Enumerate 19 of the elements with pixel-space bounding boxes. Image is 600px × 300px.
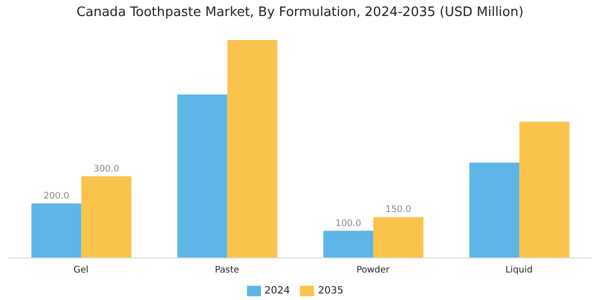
legend-label: 2024 [264, 286, 290, 297]
bar [519, 122, 570, 258]
x-tick-label: Liquid [505, 265, 533, 276]
bar [81, 176, 132, 258]
bar [373, 217, 424, 258]
bar [469, 162, 520, 258]
chart-title: Canada Toothpaste Market, By Formulation, 2024-2035 (USD Million) [75, 5, 525, 20]
data-label: 200.0 [43, 192, 70, 202]
bar [177, 94, 228, 258]
data-label: 100.0 [335, 218, 362, 229]
bar [323, 230, 374, 258]
legend-label: 2035 [318, 286, 344, 297]
x-tick-label: Paste [214, 265, 240, 276]
data-label: 300.0 [93, 164, 120, 174]
data-label: 150.0 [385, 205, 412, 216]
x-tick-label: Gel [73, 265, 89, 276]
bar [227, 40, 278, 258]
bar [31, 204, 82, 258]
x-tick-label: Powder [356, 265, 390, 276]
